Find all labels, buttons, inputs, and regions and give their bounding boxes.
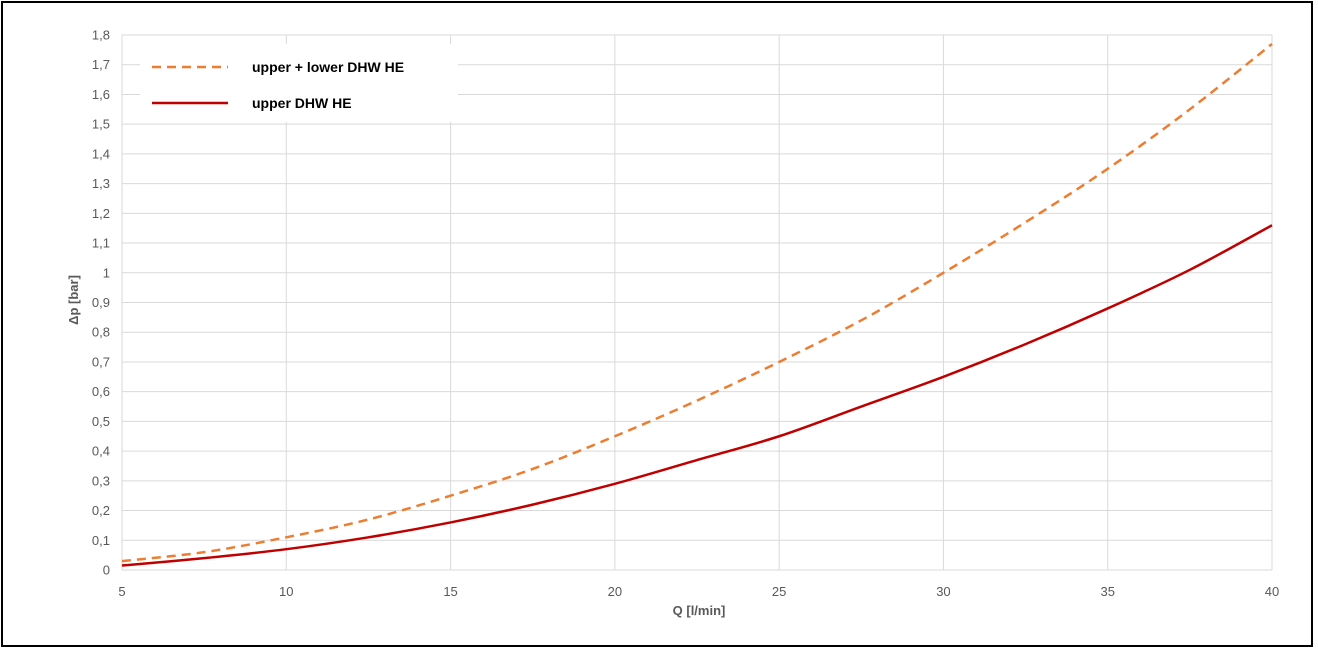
legend-label-upper: upper DHW HE — [252, 95, 352, 111]
y-tick-label: 0,1 — [92, 533, 110, 548]
legend-background — [140, 44, 458, 122]
x-tick-label: 15 — [443, 584, 457, 599]
x-tick-label: 35 — [1100, 584, 1114, 599]
x-tick-label: 10 — [279, 584, 293, 599]
y-tick-label: 1,3 — [92, 176, 110, 191]
x-axis-title: Q [l/min] — [673, 603, 726, 618]
legend: upper + lower DHW HE upper DHW HE — [140, 44, 458, 122]
y-tick-label: 0,6 — [92, 384, 110, 399]
series-line-upper-lower — [121, 42, 1273, 563]
y-tick-label: 0,2 — [92, 503, 110, 518]
y-tick-label: 1,8 — [92, 28, 110, 43]
y-axis-title: Δp [bar] — [66, 275, 81, 325]
y-tick-label: 0 — [103, 563, 110, 578]
y-tick-label: 1 — [103, 265, 110, 280]
y-tick-label: 0,7 — [92, 354, 110, 369]
y-tick-label: 1,5 — [92, 117, 110, 132]
x-tick-label: 20 — [608, 584, 622, 599]
y-tick-label: 1,1 — [92, 236, 110, 251]
series-line-upper — [121, 224, 1273, 567]
legend-label-upper-lower: upper + lower DHW HE — [252, 59, 404, 75]
y-tick-label: 0,9 — [92, 295, 110, 310]
y-tick-label: 0,8 — [92, 325, 110, 340]
y-tick-label: 1,6 — [92, 87, 110, 102]
y-tick-label: 1,4 — [92, 146, 110, 161]
y-tick-label: 1,2 — [92, 206, 110, 221]
y-tick-label: 0,5 — [92, 414, 110, 429]
x-tick-label: 30 — [936, 584, 950, 599]
y-tick-label: 0,3 — [92, 473, 110, 488]
y-tick-label: 1,7 — [92, 57, 110, 72]
x-tick-label: 25 — [772, 584, 786, 599]
x-tick-label: 40 — [1265, 584, 1279, 599]
y-tick-label: 0,4 — [92, 444, 110, 459]
x-tick-label: 5 — [118, 584, 125, 599]
